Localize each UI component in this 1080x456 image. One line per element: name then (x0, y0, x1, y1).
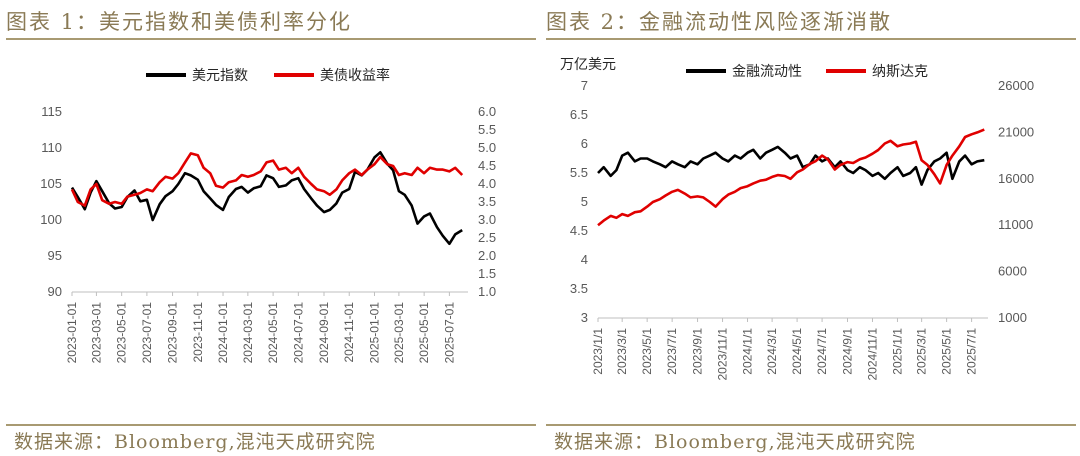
figure-2-chart: 3 3.5 4 4.5 5 5.5 6 6.5 7 1000 6000 11000 16000 21000… (560, 56, 1034, 381)
y-left-tick-label: 100 (40, 212, 62, 227)
y-right-tick-label: 6000 (998, 264, 1027, 279)
y-right-tick-label: 5.0 (478, 140, 496, 155)
figure-1-title: 图表 1：美元指数和美债利率分化 (6, 10, 353, 34)
x-tick-label: 2025/5/1 (940, 328, 954, 375)
y-left-tick-label: 4.5 (570, 223, 588, 238)
figure-1: 图表 1：美元指数和美债利率分化 90 95 100 105 110 115 1.0 1.5 2… (6, 0, 536, 456)
figure-1-source: 数据来源：Bloomberg,混沌天成研究院 (14, 431, 376, 453)
figure-2: 图表 2：金融流动性风险逐渐消散 3 3.5 4 4.5 5 5.5 6 6.5 7 1000 60… (546, 0, 1076, 456)
x-tick-label: 2024-05-01 (266, 302, 280, 364)
y-right-tick-label: 2.0 (478, 248, 496, 263)
y-left-tick-label: 6.5 (570, 107, 588, 122)
x-tick-label: 2024/11/1 (865, 328, 879, 381)
y-left-tick-label: 5.5 (570, 165, 588, 180)
x-tick-label: 2024-07-01 (291, 302, 305, 364)
x-tick-label: 2024-11-01 (342, 302, 356, 363)
x-tick-label: 2024/5/1 (790, 328, 804, 375)
y-right-tick-label: 4.0 (478, 176, 496, 191)
y-left-tick-label: 3.5 (570, 281, 588, 296)
y-left-unit-label: 万亿美元 (560, 56, 616, 72)
x-tick-label: 2024/7/1 (815, 328, 829, 375)
figure-2-title: 图表 2：金融流动性风险逐渐消散 (546, 10, 893, 34)
y-right-tick-label: 21000 (998, 124, 1034, 139)
legend-label-1: 美债收益率 (320, 67, 390, 83)
legend-label-1: 纳斯达克 (872, 63, 928, 79)
x-tick-label: 2023-05-01 (115, 302, 129, 364)
y-left-tick-label: 7 (581, 78, 588, 93)
x-tick-label: 2023-09-01 (166, 302, 180, 364)
figure-1-top-rule (6, 38, 536, 40)
y-right-tick-label: 1.0 (478, 284, 496, 299)
legend-label-0: 金融流动性 (732, 63, 802, 79)
x-tick-label: 2024/9/1 (840, 328, 854, 375)
x-tick-label: 2025/3/1 (915, 328, 929, 375)
y-left-tick-label: 105 (40, 176, 62, 191)
y-right-tick-label: 4.5 (478, 158, 496, 173)
y-left-tick-label: 115 (41, 104, 62, 119)
legend-label-0: 美元指数 (192, 67, 248, 83)
x-tick-label: 2024-09-01 (317, 302, 331, 364)
y-right-tick-label: 11000 (998, 217, 1033, 232)
y-right-tick-label: 2.5 (478, 230, 496, 245)
y-left-tick-label: 3 (581, 310, 588, 325)
x-tick-label: 2025/7/1 (965, 328, 979, 375)
y-right-tick-label: 3.5 (478, 194, 496, 209)
figure-2-bottom-rule (546, 424, 1076, 426)
x-tick-label: 2023/7/1 (665, 328, 679, 375)
x-tick-label: 2023/11/1 (716, 328, 730, 381)
x-tick-label: 2025-07-01 (442, 302, 456, 364)
x-tick-label: 2024-03-01 (241, 302, 255, 364)
x-tick-label: 2023/1/1 (591, 328, 605, 375)
y-right-tick-label: 1.5 (478, 266, 496, 281)
x-tick-label: 2023-03-01 (89, 302, 103, 364)
x-tick-label: 2025-03-01 (392, 302, 406, 364)
y-right-tick-label: 16000 (998, 171, 1034, 186)
y-right-tick-label: 1000 (998, 310, 1027, 325)
x-tick-label: 2024/1/1 (741, 328, 755, 375)
x-tick-label: 2025/1/1 (890, 328, 904, 375)
y-left-tick-label: 5 (581, 194, 588, 209)
y-right-tick-label: 5.5 (478, 122, 496, 137)
x-tick-label: 2023/5/1 (640, 328, 654, 375)
figure-2-top-rule (546, 38, 1076, 40)
y-left-tick-label: 4 (581, 252, 588, 267)
y-left-tick-label: 110 (41, 140, 62, 155)
figure-1-chart: 90 95 100 105 110 115 1.0 1.5 2.0 2.5 3.0 3.5 4.0 4.5… (40, 67, 496, 364)
series-line-1 (70, 152, 464, 207)
y-left-tick-label: 90 (48, 284, 62, 299)
x-tick-label: 2023/9/1 (691, 328, 705, 375)
series-line-0 (70, 151, 463, 246)
figure-1-bottom-rule (6, 424, 536, 426)
x-tick-label: 2023-01-01 (65, 302, 79, 364)
y-left-tick-label: 6 (581, 136, 588, 151)
series-line-0 (597, 145, 985, 186)
x-tick-label: 2025-05-01 (417, 302, 431, 364)
x-tick-label: 2023-07-01 (140, 302, 154, 364)
x-tick-label: 2023/3/1 (615, 328, 629, 375)
x-tick-label: 2024/3/1 (765, 328, 779, 375)
x-tick-label: 2023-11-01 (191, 302, 205, 363)
y-right-tick-label: 26000 (998, 78, 1034, 93)
y-left-tick-label: 95 (48, 248, 62, 263)
x-tick-label: 2024-01-01 (216, 302, 230, 364)
y-right-tick-label: 6.0 (478, 104, 496, 119)
figure-2-source: 数据来源：Bloomberg,混沌天成研究院 (554, 431, 916, 453)
x-tick-label: 2025-01-01 (367, 302, 381, 364)
y-right-tick-label: 3.0 (478, 212, 496, 227)
series-line-1 (597, 128, 985, 227)
